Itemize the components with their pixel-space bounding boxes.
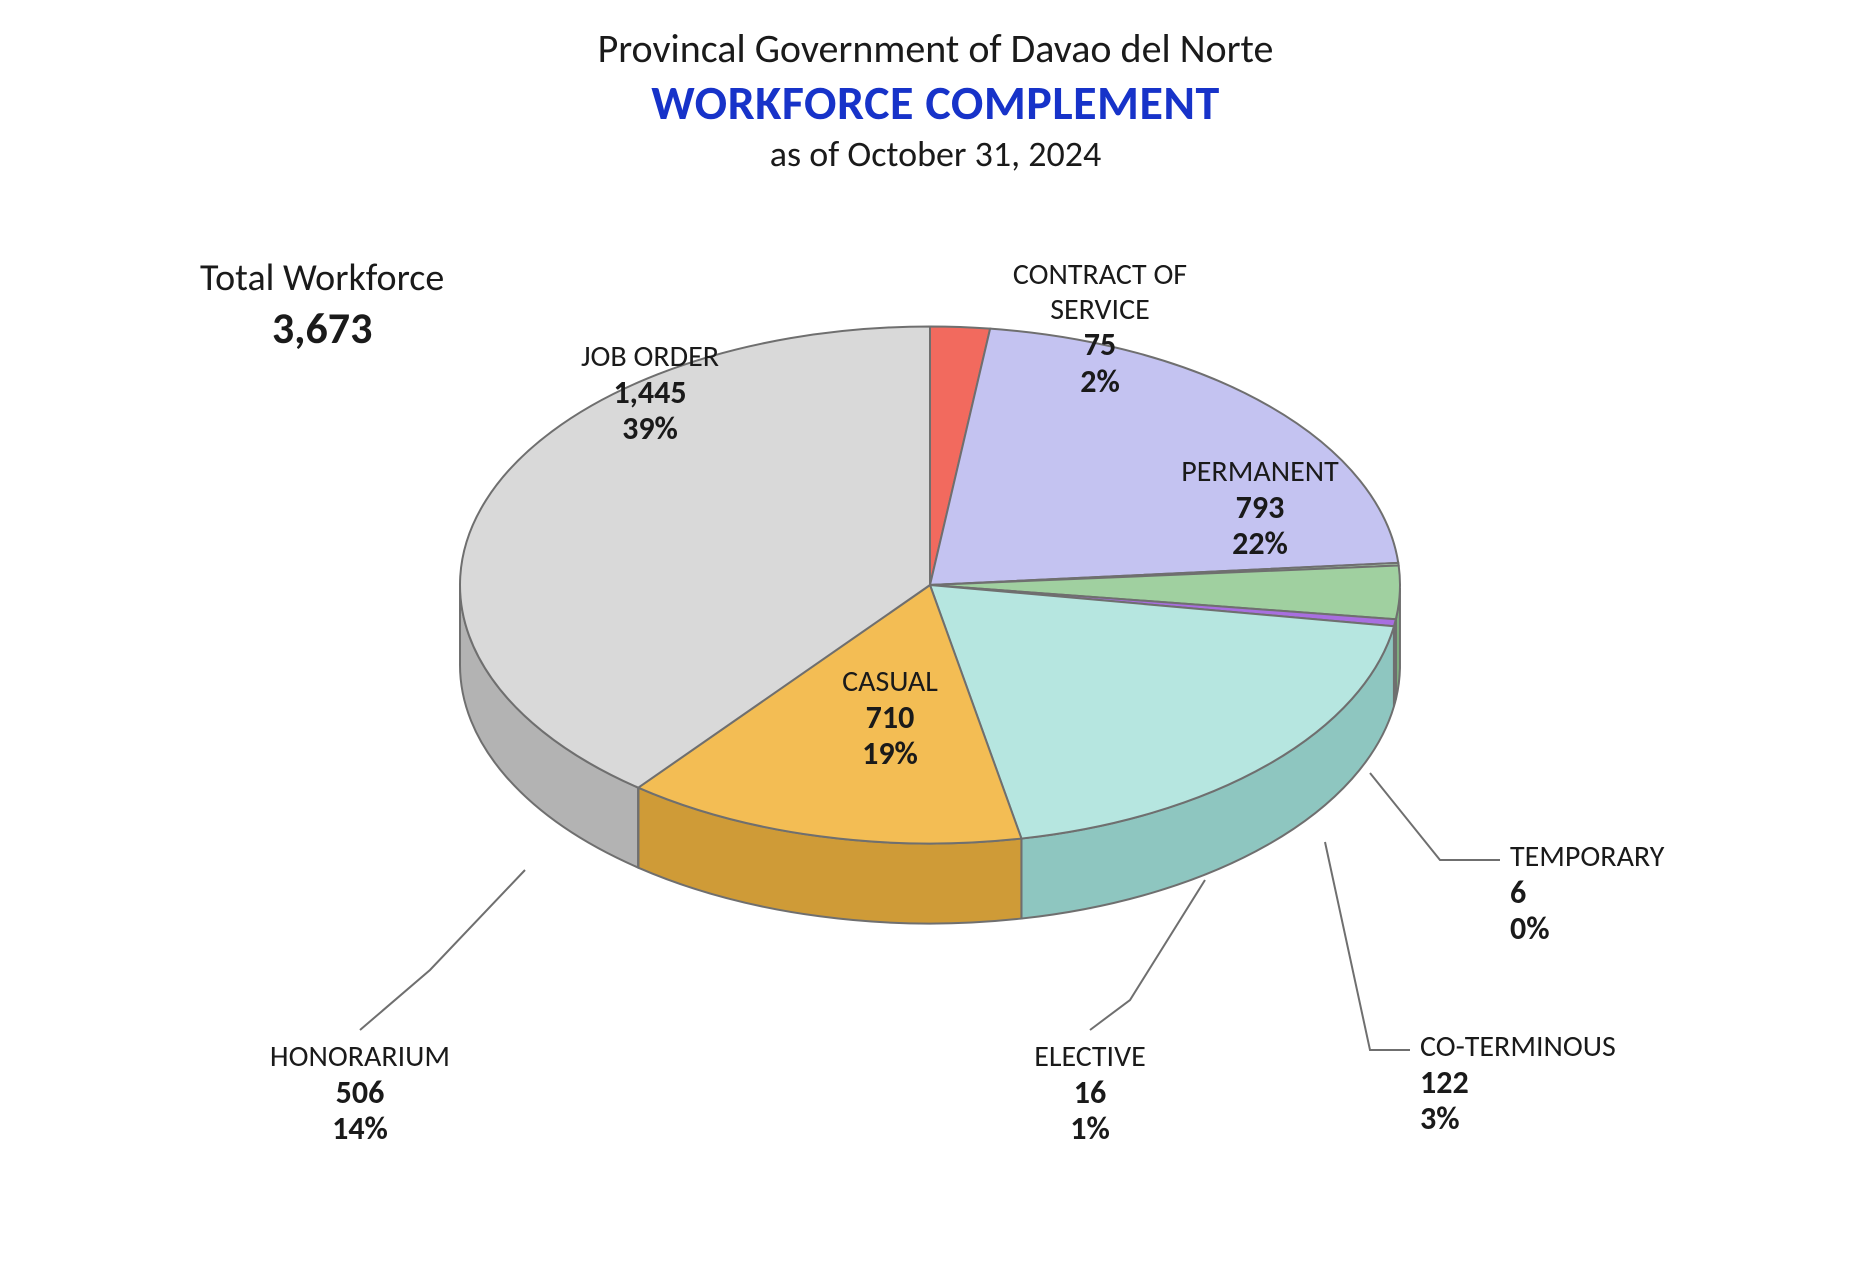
label-elective: ELECTIVE 16 1% xyxy=(1010,1040,1170,1148)
title-line-2: WORKFORCE COMPLEMENT xyxy=(0,73,1871,132)
title-line-3: as of October 31, 2024 xyxy=(0,132,1871,176)
pie-chart-svg xyxy=(330,255,1530,1015)
label-permanent: PERMANENT 793 22% xyxy=(1150,455,1370,563)
label-coterminous: CO-TERMINOUS 122 3% xyxy=(1420,1030,1616,1138)
label-casual: CASUAL 710 19% xyxy=(790,665,990,773)
chart-title-block: Provincal Government of Davao del Norte … xyxy=(0,24,1871,176)
label-job-order: JOB ORDER 1,445 39% xyxy=(540,340,760,448)
label-contract-of-service: CONTRACT OF SERVICE 75 2% xyxy=(980,258,1220,401)
title-line-1: Provincal Government of Davao del Norte xyxy=(0,24,1871,73)
label-honorarium: HONORARIUM 506 14% xyxy=(230,1040,490,1148)
pie-chart xyxy=(330,255,1530,1015)
label-temporary: TEMPORARY 6 0% xyxy=(1510,840,1664,948)
